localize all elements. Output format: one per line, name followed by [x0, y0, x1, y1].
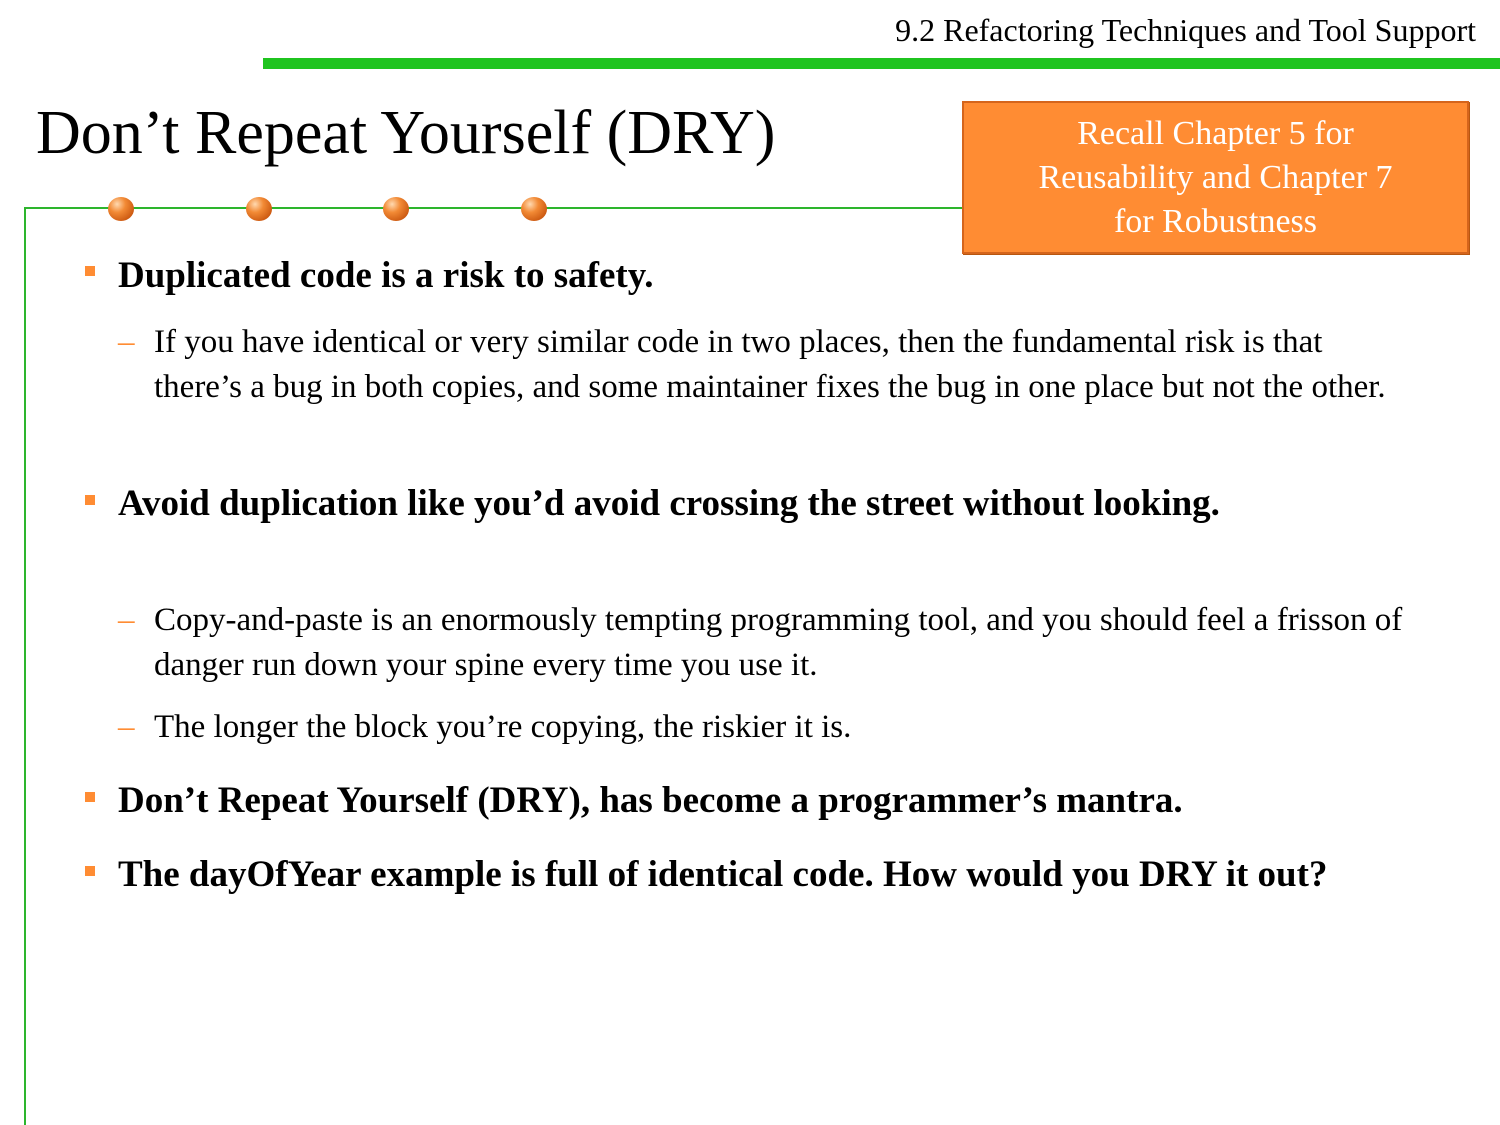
bullet-marker: [85, 266, 95, 276]
sub-bullet-marker: –: [118, 709, 135, 745]
orange-dot-4: [521, 197, 547, 221]
bullet-text: Don’t Repeat Yourself (DRY), has become …: [118, 780, 1183, 821]
bullet-text: Avoid duplication like you’d avoid cross…: [118, 483, 1220, 524]
orange-dot-2: [246, 197, 272, 221]
bullet-marker: [85, 792, 95, 802]
sub-bullet-text: Copy-and-paste is an enormously tempting…: [154, 602, 1403, 683]
sub-bullet-marker: –: [118, 324, 135, 360]
orange-dot-1: [108, 197, 134, 221]
sub-bullet-marker: –: [118, 602, 135, 638]
orange-dot-3: [383, 197, 409, 221]
bullet-text: Duplicated code is a risk to safety.: [118, 255, 654, 296]
bullet-marker: [85, 495, 95, 505]
header-rule: [263, 58, 1500, 69]
sub-bullet-text: The longer the block you’re copying, the…: [154, 709, 852, 745]
sub-bullet-text: If you have identical or very similar co…: [154, 324, 1386, 405]
bullet-marker: [85, 866, 95, 876]
title-rule: [24, 207, 964, 209]
bullet-text: The dayOfYear example is full of identic…: [118, 854, 1328, 895]
section-header: 9.2 Refactoring Techniques and Tool Supp…: [895, 12, 1476, 48]
callout-text: Recall Chapter 5 for Reusability and Cha…: [1038, 114, 1393, 240]
left-rule: [24, 207, 26, 1125]
slide-title: Don’t Repeat Yourself (DRY): [36, 99, 776, 167]
callout-box: Recall Chapter 5 for Reusability and Cha…: [962, 101, 1469, 254]
